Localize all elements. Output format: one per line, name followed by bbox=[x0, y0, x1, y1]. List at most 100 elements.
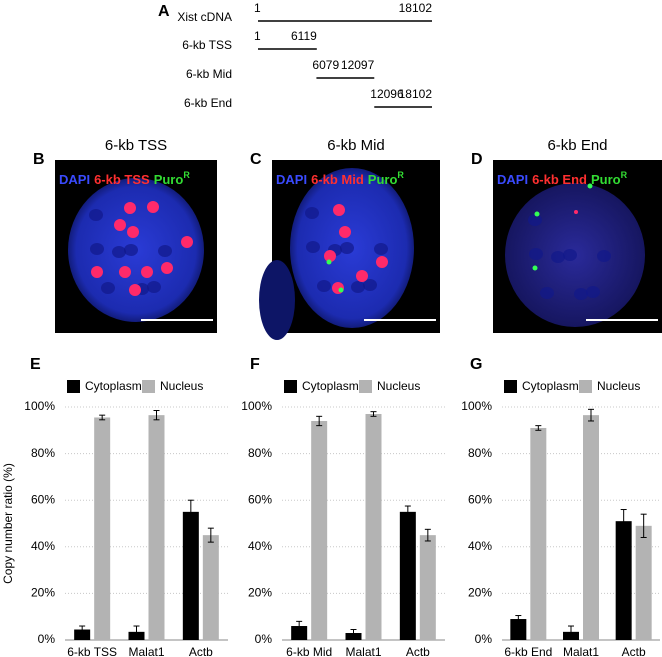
nucleolus bbox=[90, 243, 104, 255]
channel-sup: R bbox=[183, 170, 190, 180]
y-tick-label: 80% bbox=[248, 446, 272, 460]
legend-swatch bbox=[284, 380, 297, 393]
x-tick-label: 6-kb TSS bbox=[67, 645, 117, 657]
y-tick-label: 40% bbox=[468, 539, 492, 553]
panel-letter: B bbox=[33, 151, 45, 168]
error-bar bbox=[207, 527, 214, 543]
channel-label: 6-kb Mid bbox=[311, 172, 364, 187]
x-tick-label: Actb bbox=[622, 645, 646, 657]
error-bar bbox=[153, 409, 160, 421]
x-tick-label: Actb bbox=[189, 645, 213, 657]
error-bar bbox=[588, 408, 594, 422]
bar bbox=[74, 629, 91, 640]
panel-letter: G bbox=[470, 356, 482, 373]
construct-start: 6079 bbox=[312, 58, 339, 72]
y-tick-label: 0% bbox=[38, 632, 56, 646]
puro-spot bbox=[326, 259, 332, 265]
cell-edge bbox=[259, 260, 295, 340]
construct-name: 6-kb TSS bbox=[182, 38, 232, 52]
construct-name: Xist cDNA bbox=[177, 10, 232, 24]
panel-letter: D bbox=[471, 151, 483, 168]
legend-label: Cytoplasm bbox=[85, 379, 142, 393]
nucleolus bbox=[101, 282, 115, 294]
error-bar bbox=[370, 411, 377, 417]
image-title: 6-kb Mid bbox=[327, 137, 385, 154]
legend-label: Cytoplasm bbox=[522, 379, 579, 393]
y-tick-label: 40% bbox=[31, 539, 55, 553]
error-bar bbox=[535, 425, 542, 431]
construct-start: 12096 bbox=[370, 87, 404, 101]
error-bar bbox=[133, 625, 140, 639]
channel-label: 6-kb End bbox=[532, 172, 587, 187]
puro-spot bbox=[534, 211, 540, 217]
construct-end: 12097 bbox=[341, 58, 375, 72]
channel-label: Puro bbox=[368, 172, 398, 187]
rna-spot bbox=[119, 266, 131, 278]
error-bar bbox=[640, 513, 647, 538]
panel-letter: E bbox=[30, 356, 41, 373]
rna-spot bbox=[181, 236, 193, 248]
nucleolus bbox=[540, 287, 554, 299]
construct-name: 6-kb End bbox=[184, 96, 232, 110]
bar bbox=[148, 415, 165, 640]
nucleolus bbox=[351, 281, 365, 293]
nucleolus bbox=[529, 248, 543, 260]
bar bbox=[583, 415, 599, 640]
rna-spot bbox=[376, 256, 388, 268]
nucleolus bbox=[89, 209, 103, 221]
channel-label: Puro bbox=[154, 172, 184, 187]
channel-labels: DAPI 6-kb Mid PuroR bbox=[276, 170, 404, 187]
rna-spot bbox=[574, 210, 578, 214]
error-bar bbox=[515, 615, 522, 624]
error-bar bbox=[316, 415, 323, 427]
y-tick-label: 0% bbox=[475, 632, 493, 646]
nucleolus bbox=[551, 251, 565, 263]
x-tick-label: Malat1 bbox=[563, 645, 599, 657]
bar bbox=[94, 417, 111, 640]
y-tick-label: 100% bbox=[241, 399, 272, 413]
bar bbox=[365, 413, 382, 640]
x-tick-label: Malat1 bbox=[345, 645, 381, 657]
rna-spot bbox=[127, 226, 139, 238]
construct-start: 1 bbox=[254, 29, 261, 43]
puro-spot bbox=[587, 183, 593, 189]
construct-name: 6-kb Mid bbox=[186, 67, 232, 81]
error-bar bbox=[99, 414, 106, 421]
x-tick-label: 6-kb End bbox=[504, 645, 552, 657]
bar bbox=[615, 521, 632, 640]
nucleolus bbox=[340, 242, 354, 254]
bar bbox=[202, 535, 219, 640]
rna-spot bbox=[124, 202, 136, 214]
bar bbox=[311, 420, 328, 640]
y-tick-label: 20% bbox=[248, 586, 272, 600]
y-tick-label: 80% bbox=[468, 446, 492, 460]
error-bar bbox=[424, 528, 431, 542]
y-tick-label: 100% bbox=[461, 399, 492, 413]
channel-label: Puro bbox=[591, 172, 621, 187]
error-bar bbox=[568, 625, 574, 639]
y-tick-label: 100% bbox=[24, 399, 55, 413]
rna-spot bbox=[339, 226, 351, 238]
y-tick-label: 60% bbox=[31, 492, 55, 506]
y-tick-label: 60% bbox=[468, 492, 492, 506]
nucleolus bbox=[124, 244, 138, 256]
nucleolus bbox=[306, 241, 320, 253]
x-tick-label: 6-kb Mid bbox=[286, 645, 332, 657]
legend-label: Nucleus bbox=[597, 379, 640, 393]
legend-swatch bbox=[359, 380, 372, 393]
panel-letter: C bbox=[250, 151, 262, 168]
legend-swatch bbox=[67, 380, 80, 393]
panel-letter: A bbox=[158, 3, 170, 20]
channel-label: 6-kb TSS bbox=[94, 172, 150, 187]
nucleolus bbox=[147, 281, 161, 293]
y-axis-label: Copy number ratio (%) bbox=[1, 463, 15, 584]
error-bar bbox=[296, 620, 303, 632]
error-bar bbox=[187, 499, 194, 524]
x-tick-label: Malat1 bbox=[128, 645, 164, 657]
y-tick-label: 0% bbox=[255, 632, 273, 646]
nucleolus bbox=[112, 246, 126, 258]
panel-letter: F bbox=[250, 356, 260, 373]
construct-end: 18102 bbox=[399, 1, 433, 15]
bar bbox=[530, 427, 547, 640]
